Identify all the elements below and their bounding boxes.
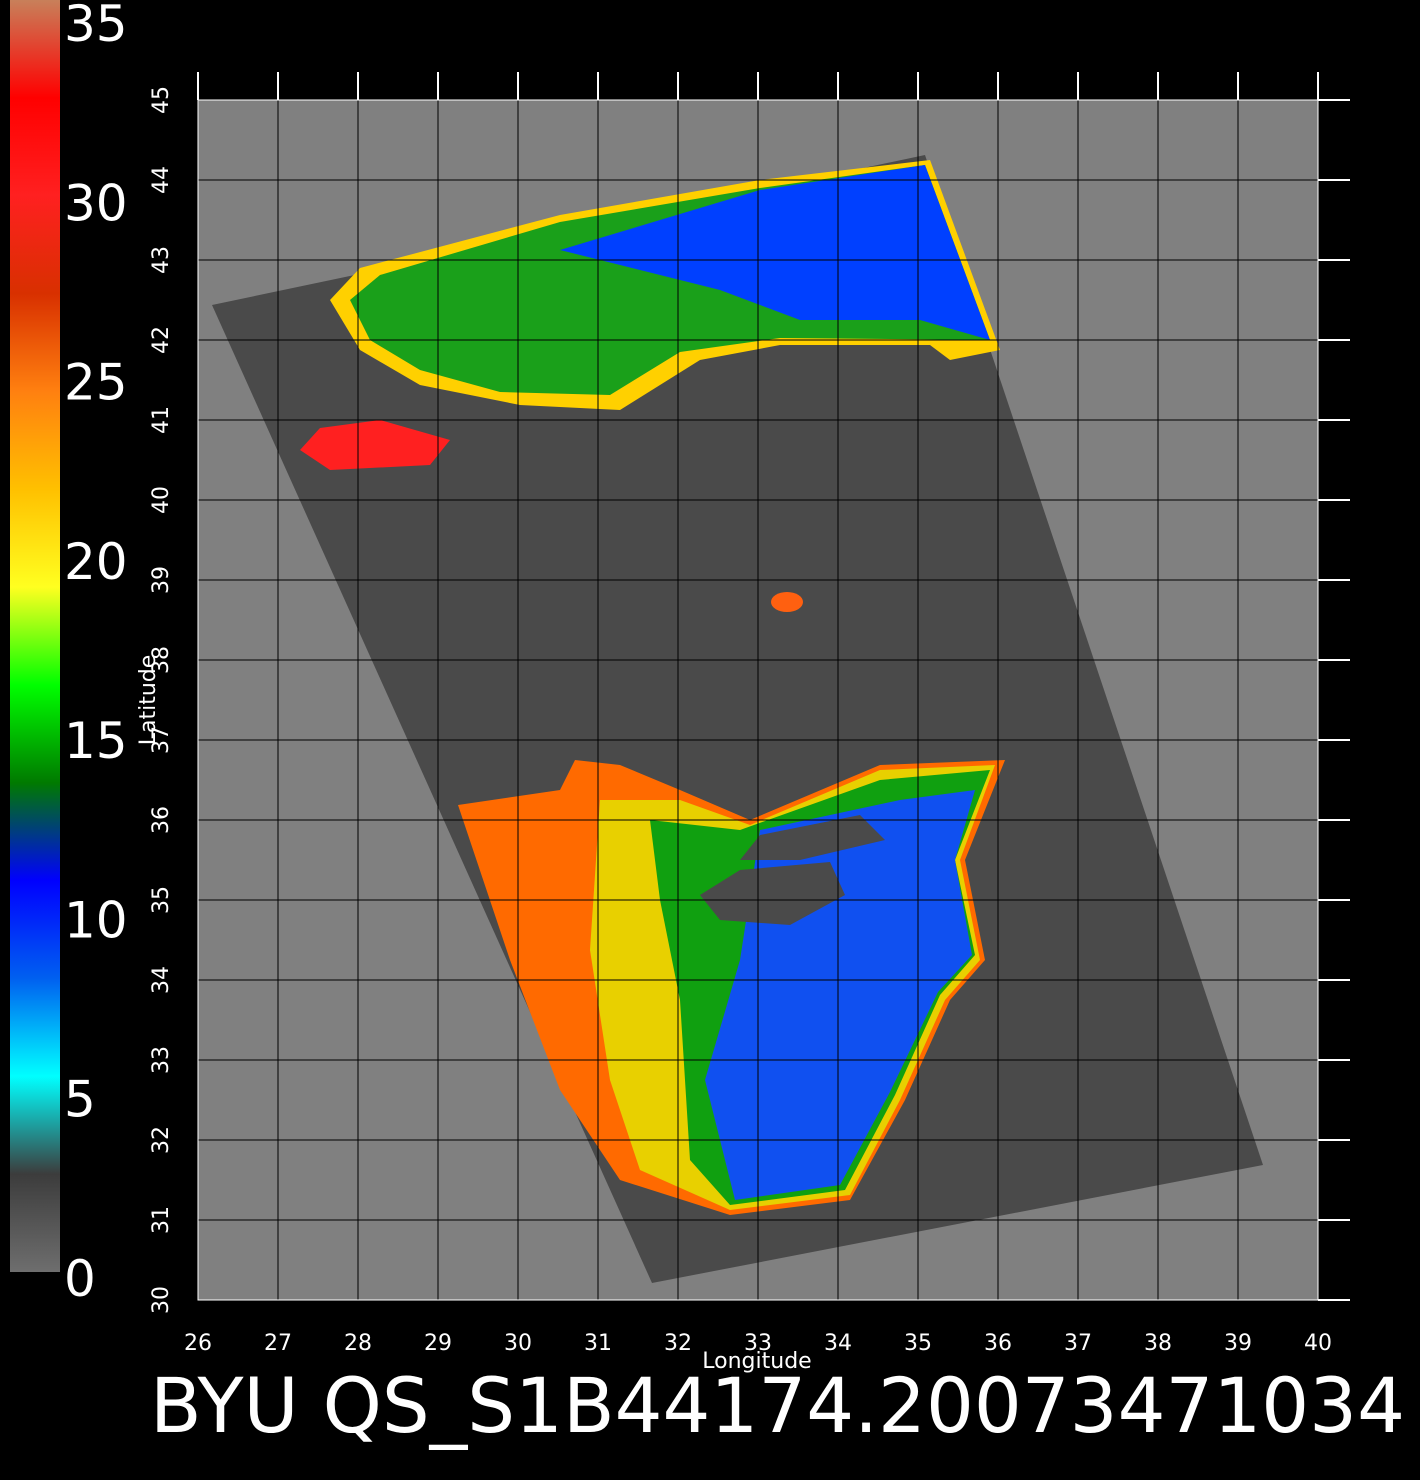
y-tick-label: 34	[149, 966, 174, 994]
x-tick-label: 37	[1064, 1331, 1092, 1356]
y-tick-label: 37	[149, 726, 174, 754]
x-tick-label: 40	[1304, 1331, 1332, 1356]
y-tick-label: 33	[149, 1046, 174, 1074]
colorbar-tick-label: 20	[64, 533, 128, 591]
y-tick-label: 41	[149, 406, 174, 434]
x-tick-label: 26	[184, 1331, 212, 1356]
y-tick-label: 40	[149, 486, 174, 514]
y-tick-label: 45	[149, 86, 174, 114]
y-tick-label: 44	[149, 166, 174, 194]
y-tick-label: 31	[149, 1206, 174, 1234]
colorbar-tick-label: 15	[64, 712, 128, 770]
x-tick-label: 30	[504, 1331, 532, 1356]
x-tick-label: 31	[584, 1331, 612, 1356]
y-tick-label: 32	[149, 1126, 174, 1154]
swath	[212, 155, 1263, 1283]
y-tick-label: 30	[149, 1286, 174, 1314]
x-tick-label: 32	[664, 1331, 692, 1356]
colorbar-tick-label: 25	[64, 354, 128, 412]
x-tick-label: 39	[1224, 1331, 1252, 1356]
colorbar-tick-label: 30	[64, 174, 128, 232]
y-tick-label: 42	[149, 326, 174, 354]
x-axis-label: Longitude	[702, 1349, 811, 1374]
x-tick-label: 38	[1144, 1331, 1172, 1356]
caption: BYU QS_S1B44174.20073471034	[150, 1361, 1405, 1450]
x-tick-label: 27	[264, 1331, 292, 1356]
x-tick-label: 28	[344, 1331, 372, 1356]
land-north	[300, 160, 1000, 612]
y-tick-label: 36	[149, 806, 174, 834]
x-tick-label: 35	[904, 1331, 932, 1356]
y-tick-label: 38	[149, 646, 174, 674]
y-tick-label: 43	[149, 246, 174, 274]
colorbar-tick-label: 10	[64, 891, 128, 949]
x-tick-label: 36	[984, 1331, 1012, 1356]
y-axis-label: Latitude	[136, 655, 161, 746]
land-south	[458, 760, 1005, 1215]
colorbar-tick-label: 5	[64, 1071, 96, 1129]
x-tick-label: 29	[424, 1331, 452, 1356]
colorbar-tick-label: 35	[64, 0, 128, 53]
x-tick-label: 33	[744, 1331, 772, 1356]
x-tick-label: 34	[824, 1331, 852, 1356]
colorbar	[10, 0, 60, 1272]
y-tick-label: 35	[149, 886, 174, 914]
plot-frame	[197, 99, 1319, 1301]
colorbar-tick-label: 0	[64, 1250, 96, 1308]
y-tick-label: 39	[149, 566, 174, 594]
